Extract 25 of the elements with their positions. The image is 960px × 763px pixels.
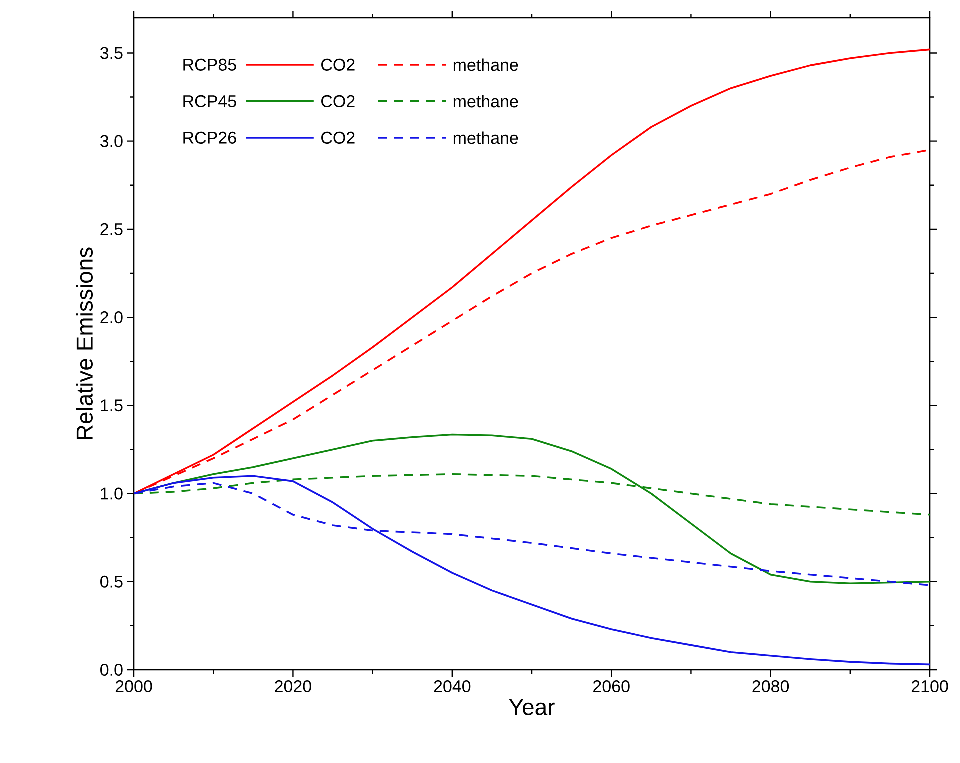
x-tick-label: 2040 <box>434 680 471 693</box>
legend-label: methane <box>454 58 518 72</box>
y-tick-label: 3.5 <box>100 47 123 60</box>
y-axis-title: Relative Emissions <box>76 248 94 440</box>
legend-label: methane <box>454 95 518 108</box>
legend-label: methane <box>454 132 518 144</box>
y-tick-label: 2.0 <box>100 312 123 324</box>
legend-label: CO2 <box>322 95 355 108</box>
legend-label: CO2 <box>322 58 355 71</box>
y-tick-label: 0.5 <box>100 576 123 588</box>
y-tick-label: 2.5 <box>100 223 123 236</box>
x-tick-label: 2100 <box>912 680 948 693</box>
x-tick-label: 2000 <box>116 680 152 693</box>
annotation: RCP85 <box>184 58 236 71</box>
legend-label: CO2 <box>322 132 355 144</box>
annotation: RCP26 <box>184 132 236 144</box>
x-axis-title: Year <box>509 699 555 716</box>
x-tick-label: 2080 <box>752 680 790 693</box>
x-tick-label: 2020 <box>275 680 312 693</box>
y-tick-label: 1.5 <box>101 400 123 412</box>
x-tick-label: 2060 <box>594 680 630 693</box>
y-tick-label: 0.0 <box>100 664 123 676</box>
y-tick-label: 1.0 <box>101 488 123 500</box>
annotation: RCP45 <box>184 95 236 108</box>
y-tick-label: 3.0 <box>100 135 123 148</box>
